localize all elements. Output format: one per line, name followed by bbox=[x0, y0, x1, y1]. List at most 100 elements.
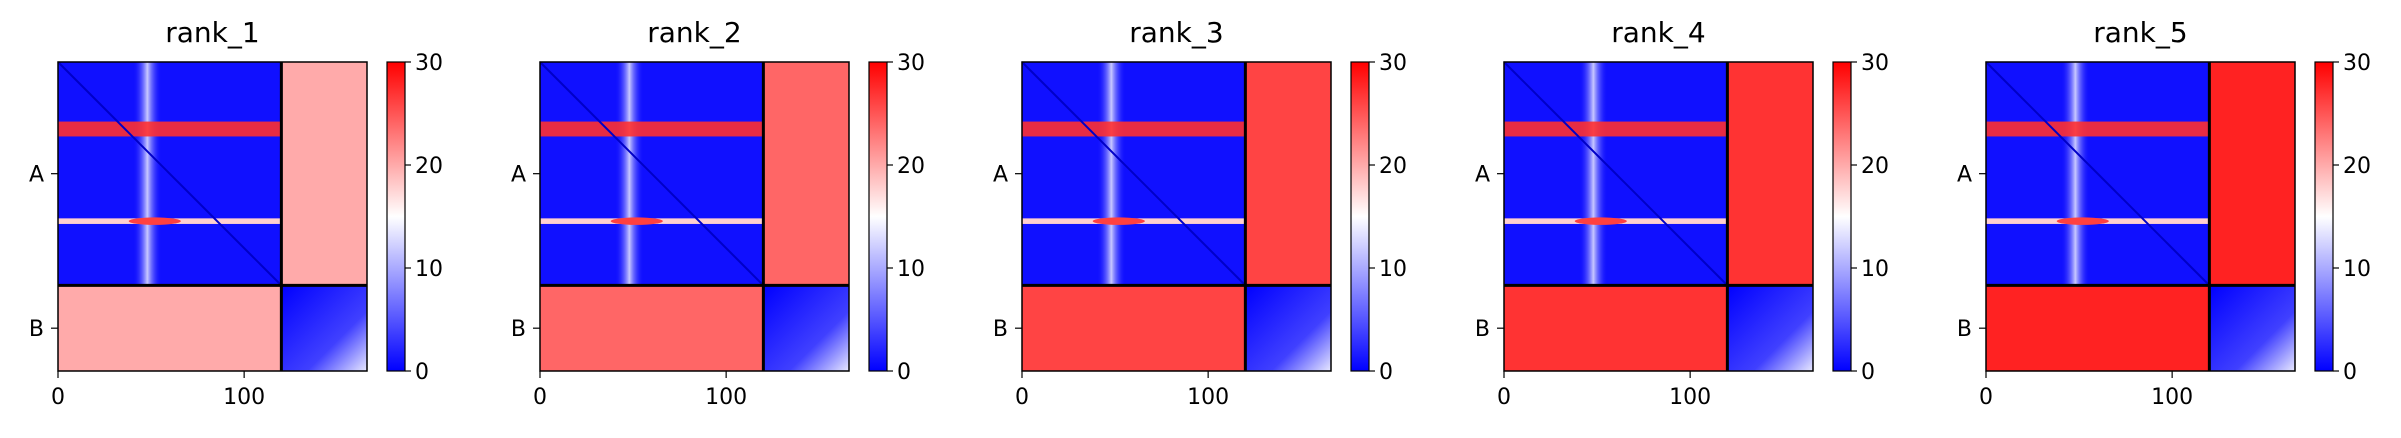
chain-label-B: B bbox=[511, 317, 526, 342]
block-BB bbox=[1727, 285, 1813, 371]
colorbar bbox=[869, 62, 887, 371]
colorbar-frame bbox=[1350, 61, 1370, 372]
colorbar-tick-label: 20 bbox=[415, 154, 443, 179]
diagonal-AA bbox=[57, 61, 283, 287]
axes-frame bbox=[1503, 61, 1814, 372]
colorbar-frame bbox=[868, 61, 888, 372]
colorbar-tick-label: 20 bbox=[897, 154, 925, 179]
band-AA-1 bbox=[58, 121, 282, 137]
block-AB bbox=[1245, 62, 1331, 286]
colorbar-tick-label: 0 bbox=[2343, 360, 2357, 385]
colorbar-tick-label: 10 bbox=[897, 257, 925, 282]
colorbar-tick-label: 30 bbox=[2343, 51, 2371, 76]
x-tick-label: 100 bbox=[1669, 385, 1711, 410]
stripe-AA bbox=[132, 62, 163, 286]
block-BA bbox=[1022, 285, 1246, 371]
colorbar-tick-label: 20 bbox=[1861, 154, 1889, 179]
pae-panel-1: rank_1 A B 0 100 0 10 20 30 bbox=[29, 16, 443, 410]
axes-frame bbox=[1021, 61, 1332, 372]
pae-panel-2: rank_2 A B 0 100 0 10 20 30 bbox=[511, 16, 925, 410]
chain-label-A: A bbox=[1475, 163, 1490, 188]
band-AA-2-core bbox=[128, 217, 181, 225]
stripe-AA bbox=[614, 62, 645, 286]
band-AA-2-core bbox=[2056, 217, 2109, 225]
stripe-AA bbox=[1578, 62, 1609, 286]
colorbar-tick-label: 30 bbox=[1379, 51, 1407, 76]
colorbar-tick-label: 20 bbox=[2343, 154, 2371, 179]
colorbar-tick-label: 0 bbox=[1379, 360, 1393, 385]
block-BA bbox=[58, 285, 282, 371]
band-AA-1 bbox=[1022, 121, 1246, 137]
block-BA bbox=[1986, 285, 2210, 371]
colorbar-frame bbox=[1832, 61, 1852, 372]
colorbar-tick-label: 30 bbox=[415, 51, 443, 76]
panel-title: rank_3 bbox=[1129, 16, 1223, 49]
diagonal-AA bbox=[1503, 61, 1729, 287]
colorbar-tick-label: 20 bbox=[1379, 154, 1407, 179]
block-AB bbox=[281, 62, 367, 286]
colorbar-tick-label: 10 bbox=[1379, 257, 1407, 282]
chain-label-A: A bbox=[511, 163, 526, 188]
block-BA bbox=[1504, 285, 1728, 371]
panel-title: rank_1 bbox=[165, 16, 259, 49]
colorbar bbox=[2315, 62, 2333, 371]
band-AA-1 bbox=[1504, 121, 1728, 137]
block-AB bbox=[763, 62, 849, 286]
x-tick-label: 0 bbox=[533, 385, 547, 410]
colorbar bbox=[1833, 62, 1851, 371]
block-BB bbox=[281, 285, 367, 371]
x-tick-label: 0 bbox=[1979, 385, 1993, 410]
panel-title: rank_4 bbox=[1611, 16, 1705, 49]
axes-frame bbox=[1985, 61, 2296, 372]
pae-panel-5: rank_5 A B 0 100 0 10 20 30 bbox=[1957, 16, 2371, 410]
colorbar-frame bbox=[2314, 61, 2334, 372]
chain-label-B: B bbox=[1957, 317, 1972, 342]
block-AB bbox=[2209, 62, 2295, 286]
diagonal-AA bbox=[539, 61, 765, 287]
colorbar bbox=[387, 62, 405, 371]
diagonal-AA bbox=[1985, 61, 2211, 287]
chain-label-B: B bbox=[1475, 317, 1490, 342]
x-tick-label: 0 bbox=[1497, 385, 1511, 410]
panel-title: rank_2 bbox=[647, 16, 741, 49]
stripe-AA bbox=[1096, 62, 1127, 286]
stripe-AA bbox=[2060, 62, 2091, 286]
colorbar-tick-label: 10 bbox=[2343, 257, 2371, 282]
band-AA-2-core bbox=[1092, 217, 1145, 225]
x-tick-label: 100 bbox=[223, 385, 265, 410]
block-BB bbox=[1245, 285, 1331, 371]
block-BB bbox=[763, 285, 849, 371]
axes-frame bbox=[539, 61, 850, 372]
pae-panel-4: rank_4 A B 0 100 0 10 20 30 bbox=[1475, 16, 1889, 410]
x-tick-label: 0 bbox=[51, 385, 65, 410]
colorbar-tick-label: 30 bbox=[1861, 51, 1889, 76]
band-AA-2-core bbox=[610, 217, 663, 225]
band-AA-1 bbox=[1986, 121, 2210, 137]
colorbar-tick-label: 0 bbox=[897, 360, 911, 385]
colorbar bbox=[1351, 62, 1369, 371]
colorbar-tick-label: 10 bbox=[415, 257, 443, 282]
x-tick-label: 100 bbox=[2151, 385, 2193, 410]
block-BB bbox=[2209, 285, 2295, 371]
colorbar-tick-label: 30 bbox=[897, 51, 925, 76]
chain-label-B: B bbox=[993, 317, 1008, 342]
chain-label-A: A bbox=[29, 163, 44, 188]
chain-label-A: A bbox=[993, 163, 1008, 188]
chain-label-A: A bbox=[1957, 163, 1972, 188]
pae-panel-3: rank_3 A B 0 100 0 10 20 30 bbox=[993, 16, 1407, 410]
x-tick-label: 100 bbox=[705, 385, 747, 410]
block-AB bbox=[1727, 62, 1813, 286]
band-AA-1 bbox=[540, 121, 764, 137]
diagonal-AA bbox=[1021, 61, 1247, 287]
colorbar-tick-label: 0 bbox=[1861, 360, 1875, 385]
colorbar-tick-label: 0 bbox=[415, 360, 429, 385]
colorbar-tick-label: 10 bbox=[1861, 257, 1889, 282]
colorbar-frame bbox=[386, 61, 406, 372]
x-tick-label: 0 bbox=[1015, 385, 1029, 410]
panel-title: rank_5 bbox=[2093, 16, 2187, 49]
block-BA bbox=[540, 285, 764, 371]
axes-frame bbox=[57, 61, 368, 372]
band-AA-2-core bbox=[1574, 217, 1627, 225]
x-tick-label: 100 bbox=[1187, 385, 1229, 410]
